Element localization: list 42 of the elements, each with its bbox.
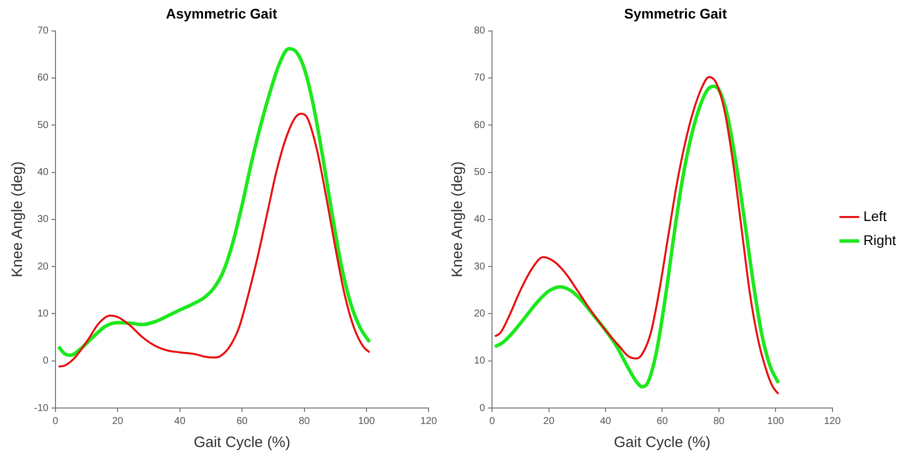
- y-tick-label: 20: [474, 308, 486, 320]
- y-tick-label: 50: [474, 167, 486, 178]
- y-tick-label: 40: [37, 167, 49, 178]
- x-tick-label: 0: [489, 416, 496, 427]
- x-tick-label: 40: [174, 416, 186, 427]
- x-tick-label: 20: [112, 416, 124, 427]
- x-tick-label: 0: [52, 416, 59, 427]
- y-tick-label: 70: [37, 26, 49, 37]
- y-axis-title: Knee Angle (deg): [449, 161, 466, 278]
- x-tick-label: 20: [543, 416, 555, 427]
- chart-title: Asymmetric Gait: [166, 5, 278, 22]
- x-tick-label: 40: [600, 416, 612, 427]
- chart-title: Symmetric Gait: [624, 5, 728, 22]
- x-tick-label: 60: [236, 416, 248, 427]
- y-tick-label: 40: [474, 214, 486, 226]
- x-axis-title: Gait Cycle (%): [194, 434, 290, 452]
- x-tick-label: 100: [767, 416, 784, 427]
- y-axis-title: Knee Angle (deg): [9, 161, 26, 278]
- line-series: [58, 112, 371, 368]
- y-tick-label: 30: [474, 261, 486, 272]
- y-tick-label: 0: [42, 356, 49, 367]
- line-series: [56, 46, 372, 357]
- y-tick-label: 30: [37, 214, 49, 226]
- x-tick-label: 120: [824, 416, 842, 427]
- legend-label: Right: [863, 232, 896, 248]
- y-tick-label: 20: [37, 261, 49, 272]
- y-tick-label: 60: [37, 72, 49, 84]
- y-tick-label: 60: [474, 120, 486, 131]
- y-tick-label: 80: [474, 26, 486, 37]
- x-tick-label: 100: [358, 416, 376, 427]
- legend-label: Left: [863, 208, 887, 224]
- x-axis-title: Gait Cycle (%): [614, 434, 711, 452]
- y-tick-label: 70: [474, 72, 486, 84]
- y-tick-label: 0: [480, 402, 486, 414]
- y-tick-label: -10: [34, 402, 49, 414]
- x-tick-label: 120: [420, 416, 438, 427]
- x-tick-label: 80: [713, 416, 725, 427]
- x-tick-label: 60: [656, 416, 668, 427]
- y-tick-label: 50: [37, 120, 49, 131]
- x-tick-label: 80: [298, 416, 310, 427]
- y-tick-label: 10: [474, 356, 486, 367]
- y-tick-label: 10: [37, 308, 49, 320]
